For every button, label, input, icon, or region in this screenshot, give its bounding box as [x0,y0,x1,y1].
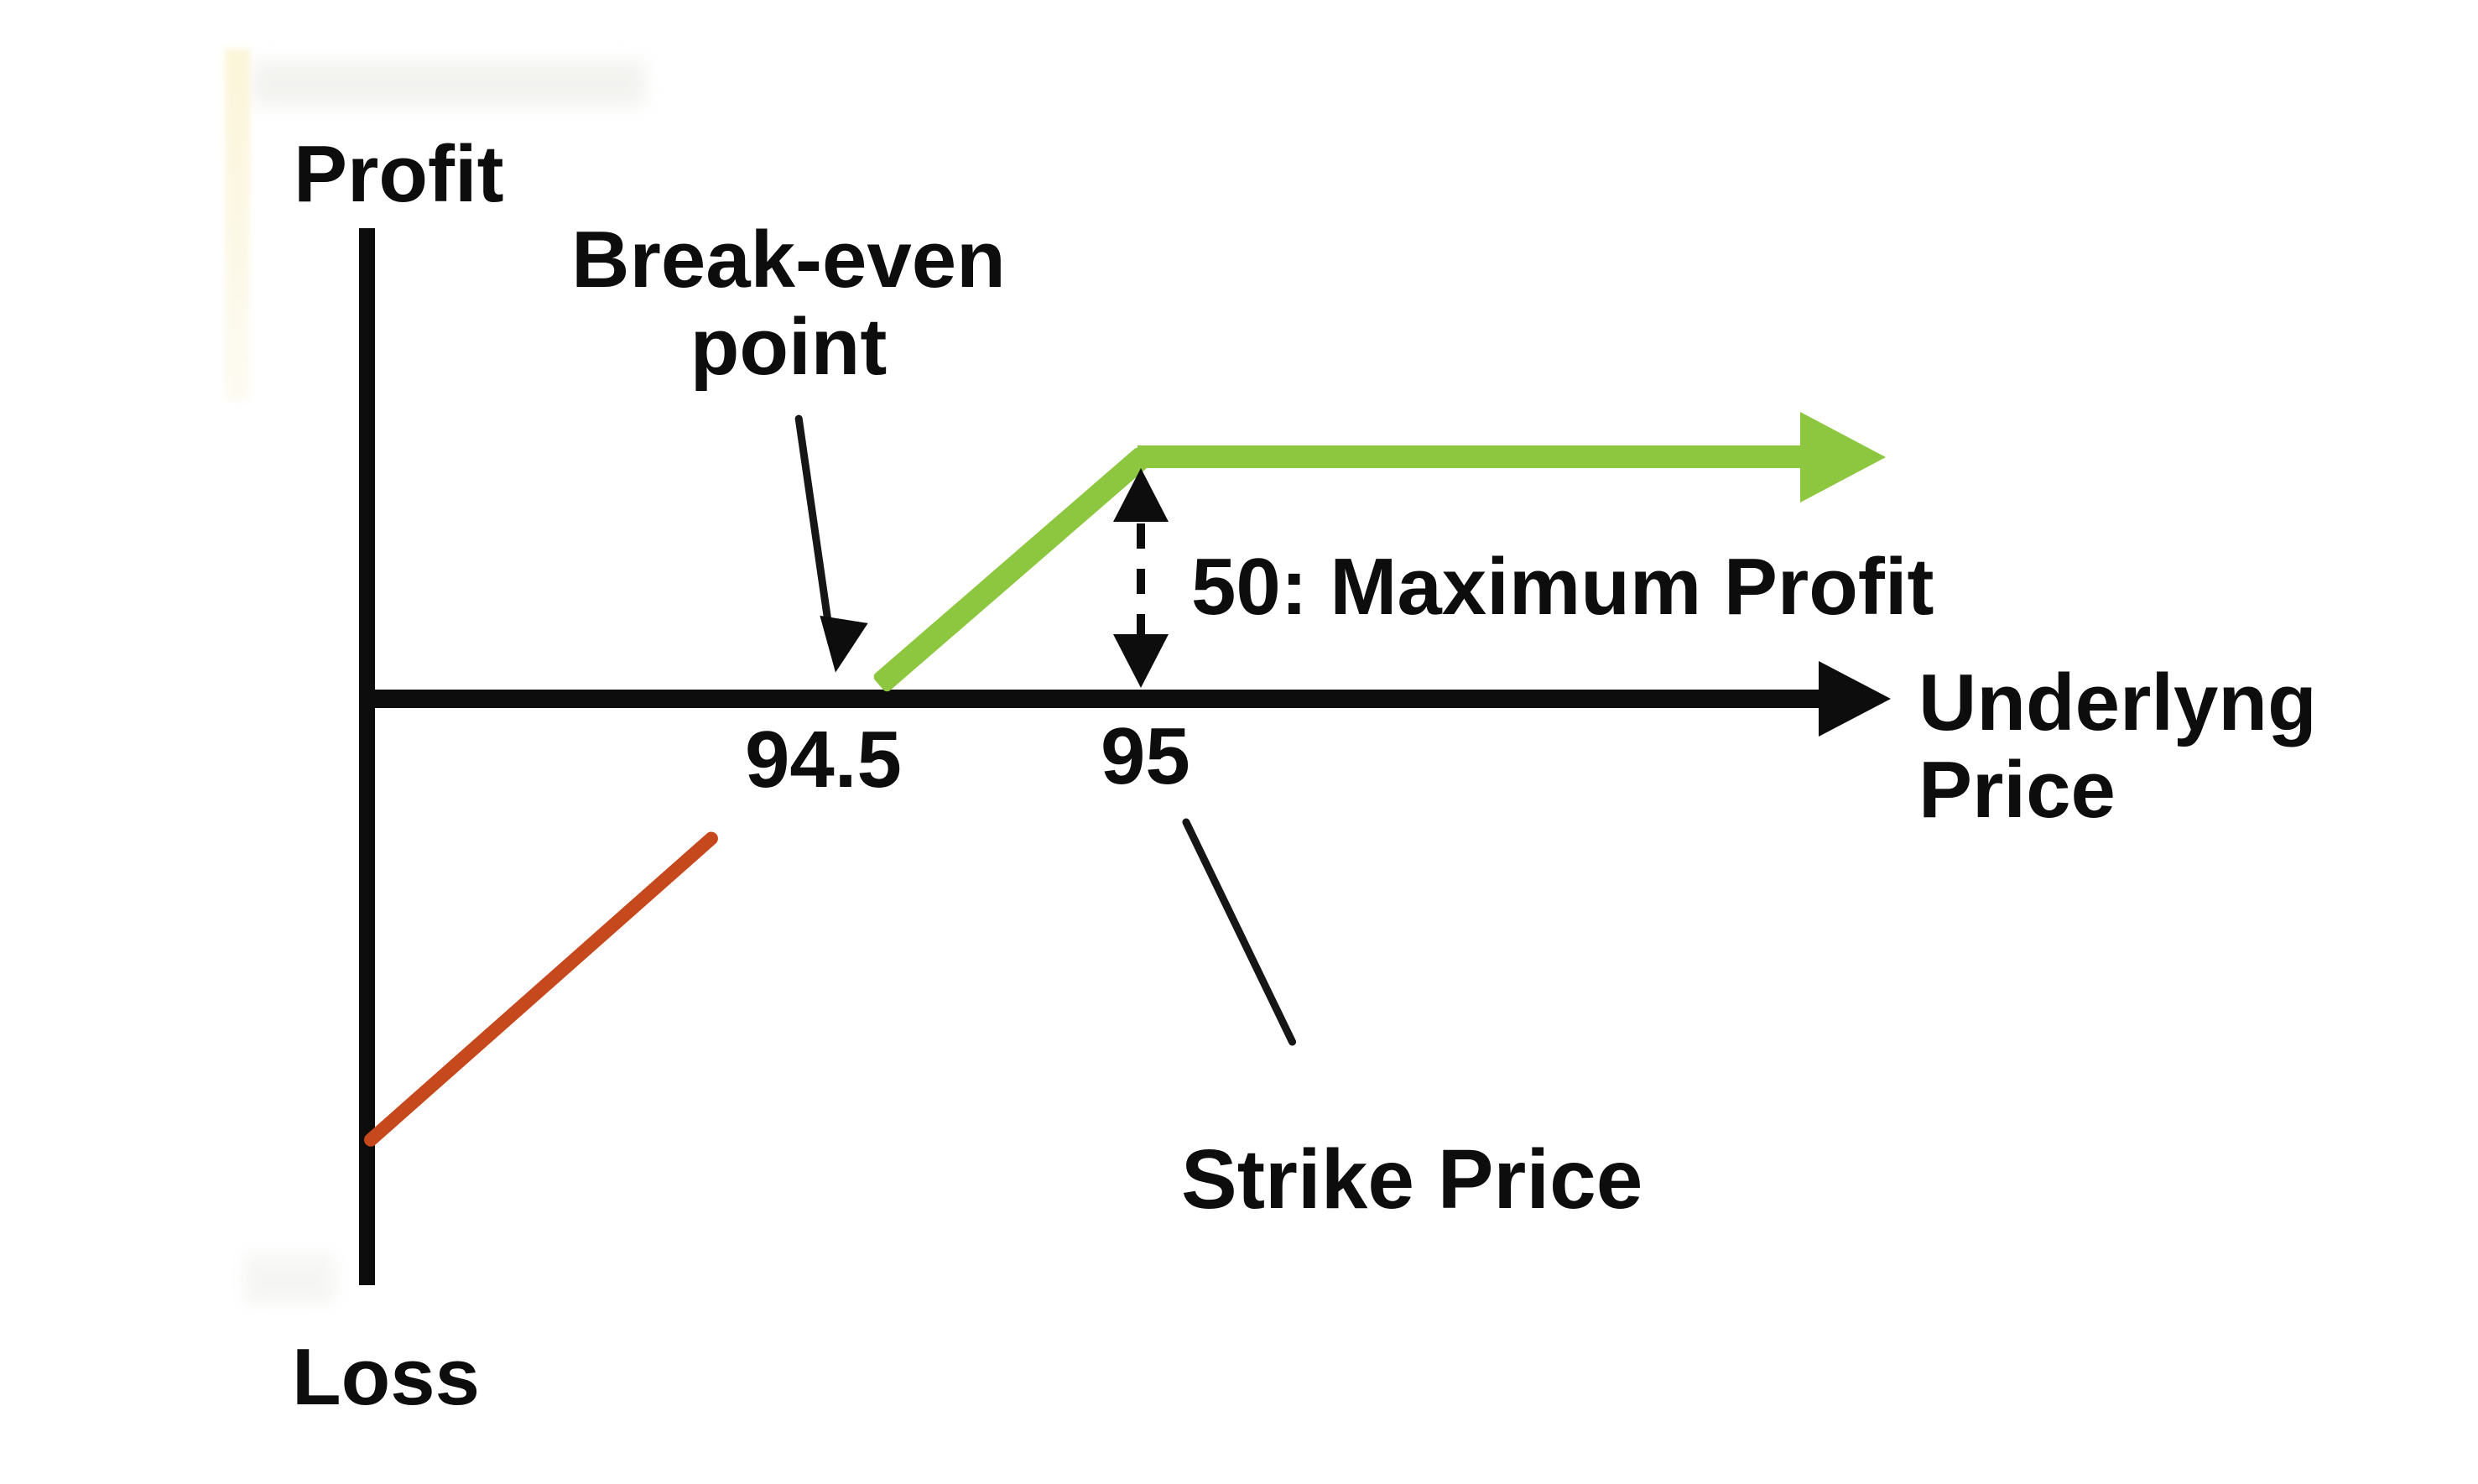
x-tick-95: 95 [1101,711,1190,801]
artifact-loss-smudge [243,1254,336,1304]
max-profit-down-arrow-icon [1113,634,1169,688]
max-profit-up-arrow-icon [1113,468,1169,522]
y-axis [359,228,375,1285]
break-even-down-arrow-icon [811,615,868,677]
x-axis-arrowhead [1819,661,1891,737]
strike-price-label: Strike Price [1181,1133,1643,1226]
x-axis [359,690,1819,708]
break-even-pointer-line [794,414,836,647]
strike-pointer-line [1180,817,1298,1048]
y-axis-profit-label: Profit [294,129,504,219]
profit-flat-line [1137,445,1802,468]
x-axis-title: Underlyng Price [1918,658,2317,835]
loss-line [361,829,721,1149]
artifact-top-smudge [252,60,646,107]
break-even-label: Break-even point [571,215,1006,392]
x-tick-94-5: 94.5 [745,715,902,804]
profit-rise-line [872,445,1153,694]
max-profit-label: 50: Maximum Profit [1191,542,1934,632]
max-profit-dashed-line [1137,523,1145,636]
y-axis-loss-label: Loss [292,1332,481,1422]
artifact-left-strip [225,49,250,401]
profit-right-arrow-icon [1800,412,1886,502]
